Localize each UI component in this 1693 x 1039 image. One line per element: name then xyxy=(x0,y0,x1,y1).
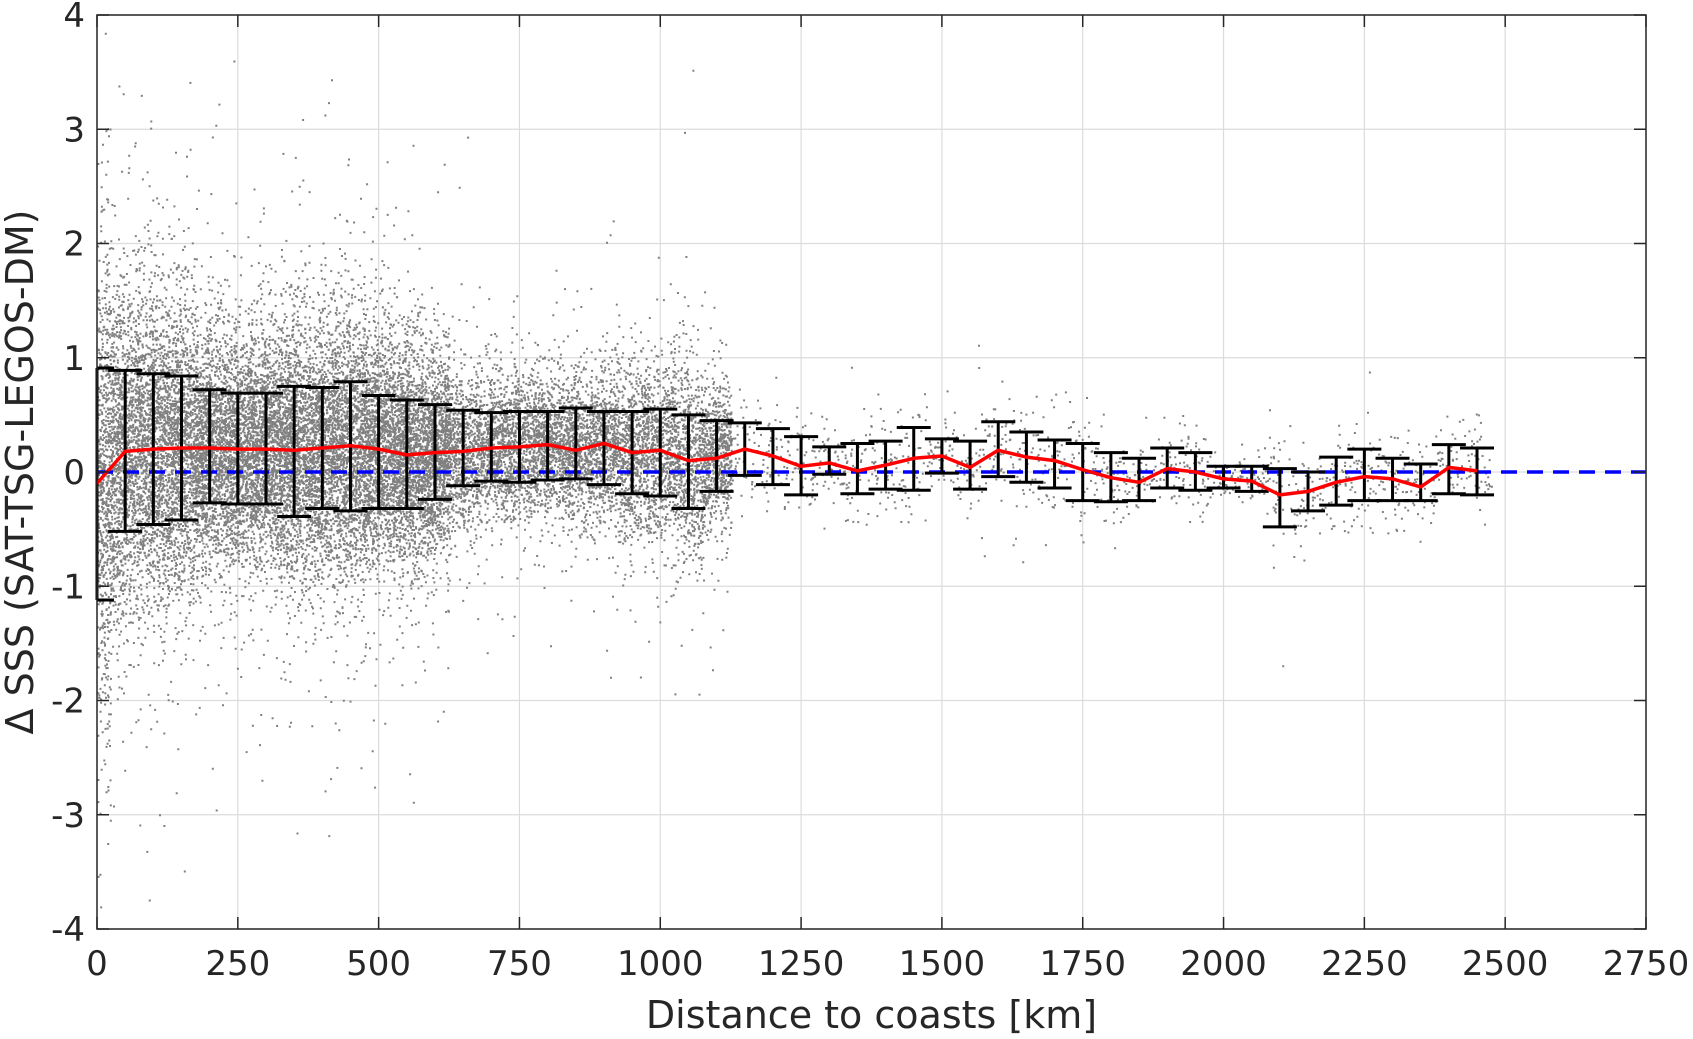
error-bar xyxy=(840,441,875,496)
x-tick-label: 2000 xyxy=(1180,944,1267,984)
x-tick-label: 2750 xyxy=(1603,944,1690,984)
mean-series-line xyxy=(95,441,1478,497)
axes xyxy=(96,14,1647,930)
x-tick-label: 2500 xyxy=(1462,944,1549,984)
error-bar xyxy=(1262,467,1297,529)
y-tick-label: -2 xyxy=(51,682,85,722)
x-tick-label: 1500 xyxy=(899,944,986,984)
x-tick-label: 750 xyxy=(487,944,552,984)
x-axis-label: Distance to coasts [km] xyxy=(646,993,1097,1035)
scatter-points xyxy=(97,32,1493,909)
y-axis-label: Δ SSS (SAT-TSG-LEGOS-DM) xyxy=(0,210,42,735)
x-tick-label: 1000 xyxy=(617,944,704,984)
error-bar xyxy=(812,445,847,476)
x-tick-label: 2250 xyxy=(1321,944,1408,984)
error-bar xyxy=(953,439,988,491)
error-bar xyxy=(1460,446,1495,497)
y-tick-label: 3 xyxy=(63,110,85,150)
error-bar xyxy=(1234,464,1269,493)
x-tick-label: 1750 xyxy=(1039,944,1126,984)
y-tick-label: -3 xyxy=(51,796,85,836)
error-bar xyxy=(1403,462,1438,503)
tick-labels: 0 250 500 750 1000 1250 1500 1750 2000 2250 2500 27… xyxy=(51,0,1689,984)
x-tick-label: 0 xyxy=(86,944,108,984)
error-bar xyxy=(446,408,481,488)
scatter-series xyxy=(97,32,1493,909)
error-bar xyxy=(1122,456,1157,503)
y-tick-label: 1 xyxy=(63,339,85,379)
y-tick-label: 0 xyxy=(63,453,85,493)
error-bar xyxy=(699,419,734,493)
error-bar xyxy=(1037,438,1072,490)
y-tick-label: -4 xyxy=(51,910,85,950)
error-bars xyxy=(95,366,1495,602)
y-tick-label: -1 xyxy=(51,567,85,607)
y-tick-label: 4 xyxy=(63,0,85,36)
y-tick-label: 2 xyxy=(63,225,85,265)
error-bar xyxy=(558,406,593,481)
x-tick-label: 250 xyxy=(205,944,270,984)
x-tick-label: 1250 xyxy=(758,944,845,984)
x-tick-label: 500 xyxy=(346,944,411,984)
error-bar xyxy=(643,407,678,498)
mean-line xyxy=(95,441,1478,497)
